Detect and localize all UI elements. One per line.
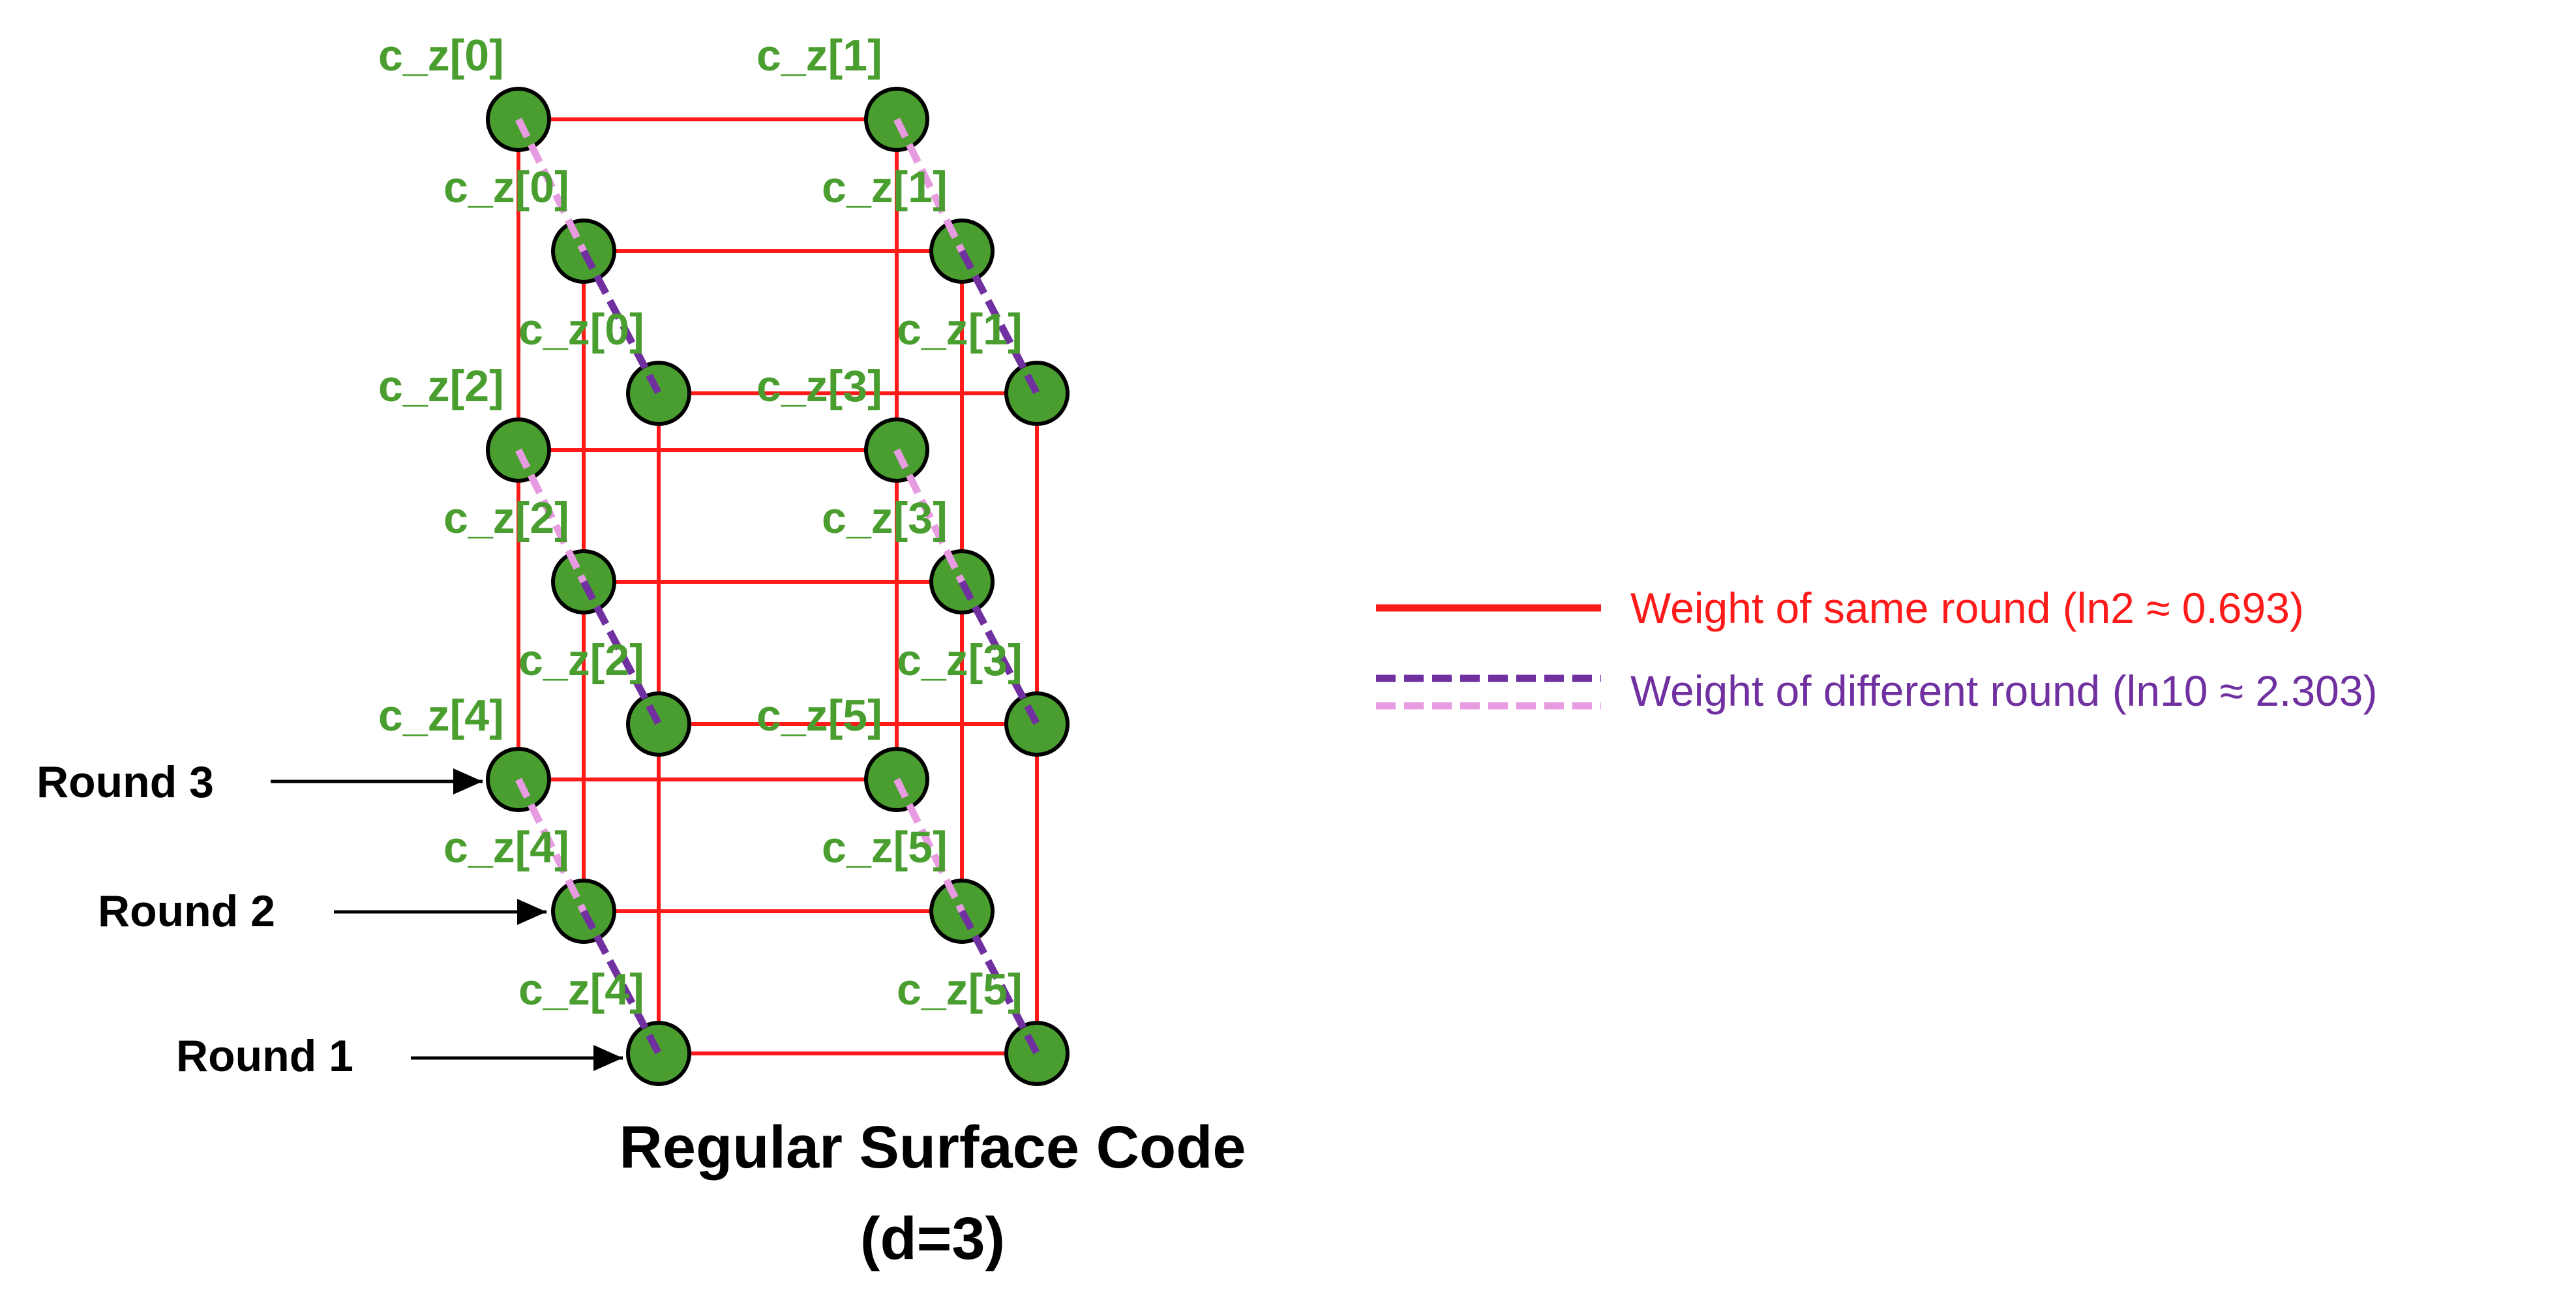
node-label: c_z[2] [443,493,569,543]
legend-same-round-text: Weight of same round (ln2 ≈ 0.693) [1630,584,2304,632]
different-round-edge-light [515,117,587,253]
legend-different-round-text: Weight of different round (ln10 ≈ 2.303) [1630,667,2378,715]
node-label: c_z[3] [897,635,1023,685]
node-label: c_z[4] [378,691,504,740]
different-round-edge-light [893,448,965,584]
different-round-edge-light [515,448,587,584]
node-label: c_z[2] [518,635,644,685]
node-labels: c_z[0] c_z[1] c_z[2] c_z[3] c_z[4] c_z[5] c_z[… [378,31,1023,1014]
node-label: c_z[3] [756,361,882,411]
different-round-edge-light [515,778,587,913]
node-label: c_z[5] [822,823,948,872]
node-label: c_z[4] [443,823,569,872]
node-label: c_z[1] [756,31,882,80]
round-labels: Round 3 Round 2 Round 1 [37,757,623,1081]
node-label: c_z[0] [443,162,569,212]
detector-node [626,1021,691,1086]
detector-node [626,691,691,757]
round-3-label: Round 3 [37,757,214,807]
node-label: c_z[1] [822,162,948,212]
node-label: c_z[1] [897,305,1023,354]
node-label: c_z[0] [378,31,504,80]
legend: Weight of same round (ln2 ≈ 0.693) Weigh… [1376,584,2378,715]
title-line-2: (d=3) [860,1205,1005,1272]
different-round-edge-light [893,117,965,253]
diagram-title: Regular Surface Code (d=3) [619,1114,1246,1272]
same-round-edges [518,117,1037,1055]
node-label: c_z[2] [378,361,504,411]
node-label: c_z[5] [756,691,882,740]
node-label: c_z[4] [518,965,644,1014]
title-line-1: Regular Surface Code [619,1114,1246,1181]
node-label: c_z[3] [822,493,948,543]
detector-node [1004,691,1070,757]
detector-node [1004,1021,1070,1086]
round-1-label: Round 1 [176,1031,353,1081]
node-label: c_z[5] [897,965,1023,1014]
detector-nodes [486,87,1070,1086]
node-label: c_z[0] [518,305,644,354]
different-round-edge-light [893,778,965,913]
detector-node [626,361,691,426]
different-round-edges-overlay [515,117,1040,1055]
round-2-label: Round 2 [98,886,275,936]
detector-node [1004,361,1070,426]
